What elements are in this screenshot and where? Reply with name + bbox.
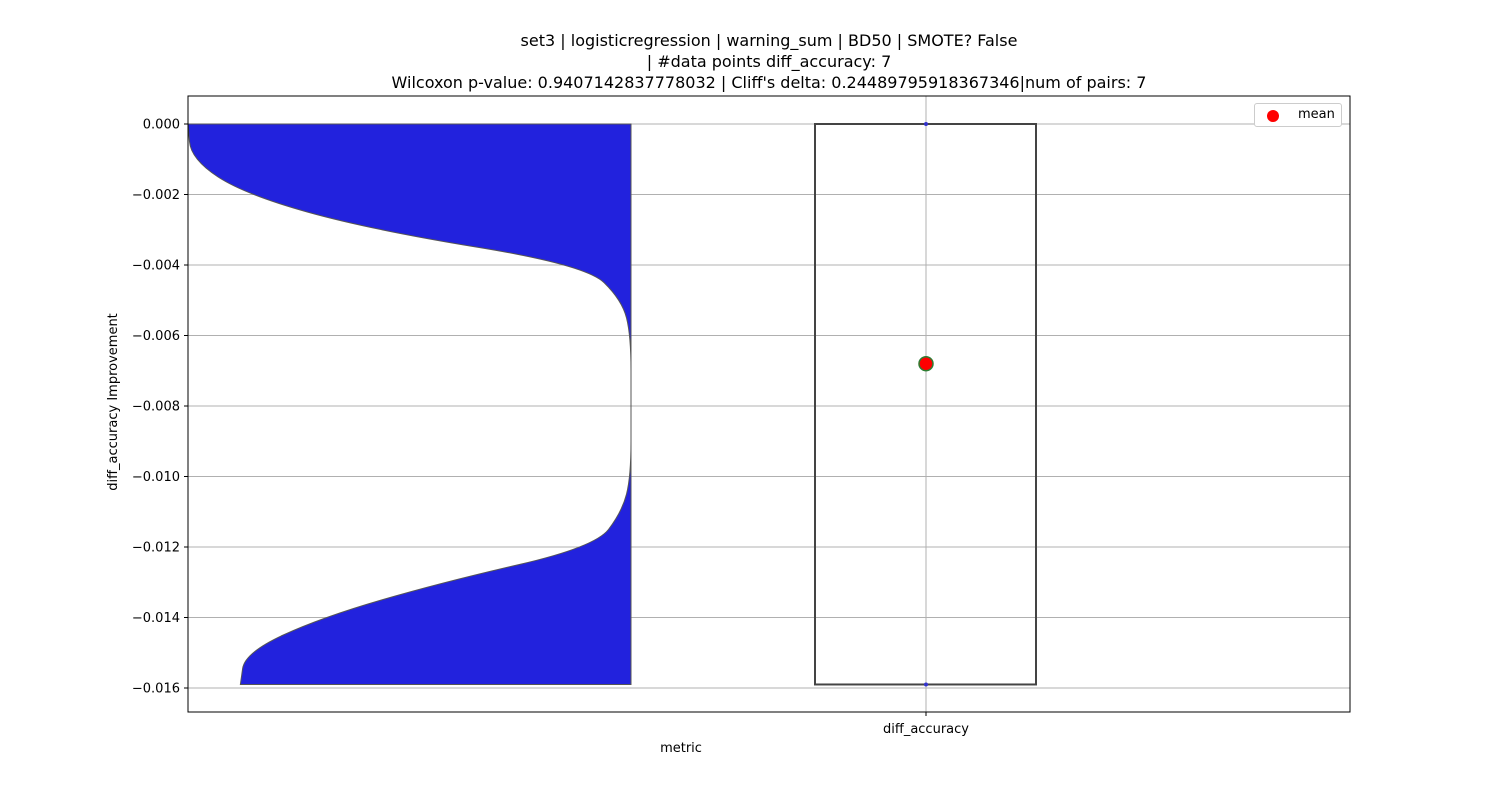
- y-axis-label: diff_accuracy Improvement: [106, 313, 121, 491]
- legend: mean: [1254, 103, 1342, 127]
- y-tick-label: −0.010: [132, 470, 180, 485]
- violin-body: [187, 123, 632, 685]
- chart-title-line-1: set3 | logisticregression | warning_sum …: [520, 31, 1018, 50]
- chart-title-line-2: | #data points diff_accuracy: 7: [646, 52, 892, 71]
- chart-title-line-3: Wilcoxon p-value: 0.9407142837778032 | C…: [391, 73, 1147, 92]
- y-tick-label: −0.014: [132, 611, 180, 626]
- x-tick-label: diff_accuracy: [883, 722, 969, 737]
- violin-layer: [187, 123, 632, 685]
- box-whisker-low: [924, 682, 928, 687]
- plot-frame: [187, 95, 1351, 713]
- x-axis-label: metric: [660, 741, 702, 756]
- y-tick-label: −0.016: [132, 682, 180, 697]
- y-tick-label: −0.002: [132, 188, 180, 203]
- mean-marker: [918, 355, 934, 372]
- tick-layer: 0.000 −0.002 −0.004 −0.006 −0.008 −0.010 −0.01…: [132, 118, 969, 738]
- y-tick-label: −0.004: [132, 259, 180, 274]
- legend-mean-label: mean: [1298, 107, 1335, 122]
- y-tick-label: −0.012: [132, 541, 180, 556]
- box-whisker-high: [924, 122, 928, 126]
- y-tick-label: −0.008: [132, 400, 180, 415]
- box-layer: [814, 122, 1037, 687]
- y-tick-label: −0.006: [132, 329, 180, 344]
- legend-mean-marker: [1267, 110, 1279, 122]
- y-tick-label: 0.000: [143, 118, 180, 133]
